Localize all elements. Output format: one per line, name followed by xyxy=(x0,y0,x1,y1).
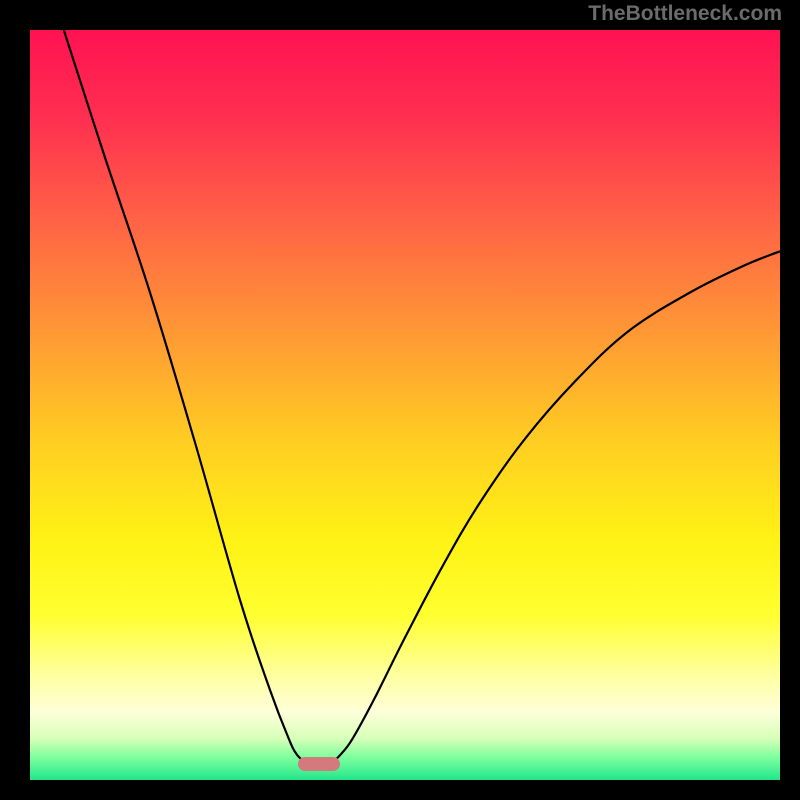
watermark-text: TheBottleneck.com xyxy=(588,2,782,26)
bottleneck-curve-right xyxy=(334,251,780,761)
bottleneck-curve-left xyxy=(64,30,304,761)
optimum-marker xyxy=(298,757,340,771)
curve-svg xyxy=(30,30,780,780)
plot-area xyxy=(30,30,780,780)
